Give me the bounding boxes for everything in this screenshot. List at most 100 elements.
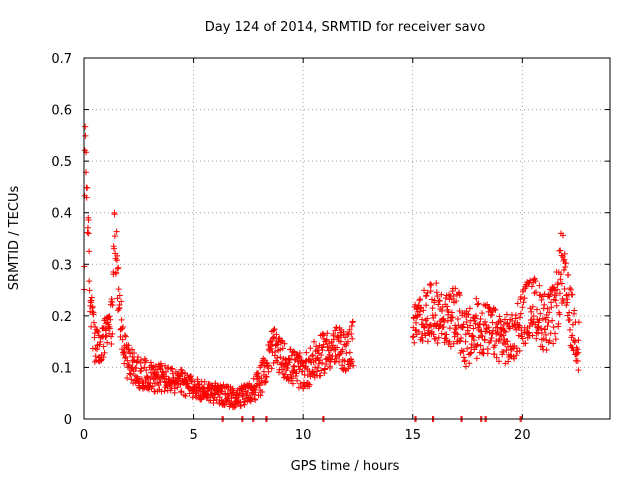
data-point — [88, 294, 95, 301]
data-point — [418, 334, 425, 341]
data-point — [90, 319, 97, 326]
data-point — [456, 338, 463, 345]
data-point — [284, 365, 291, 372]
data-point — [507, 352, 514, 359]
data-point — [473, 295, 480, 302]
data-point — [92, 353, 99, 360]
data-point — [314, 364, 321, 371]
data-point — [520, 299, 527, 306]
data-point — [126, 370, 133, 377]
data-point — [152, 363, 159, 370]
data-point — [271, 326, 278, 333]
data-point — [466, 360, 473, 367]
data-point — [451, 333, 458, 340]
data-point — [473, 355, 480, 362]
data-point — [288, 374, 295, 381]
data-point — [161, 362, 168, 369]
data-point — [82, 123, 89, 130]
data-point — [134, 353, 141, 360]
data-point — [519, 335, 526, 342]
data-point — [487, 337, 494, 344]
data-point — [189, 377, 196, 384]
axis-ticks: 0 5 10 15 20 0 0.1 0.2 0.3 0.4 0.5 0.6 0.7 — [51, 52, 610, 443]
data-point — [327, 364, 334, 371]
data-point — [516, 314, 523, 321]
data-point — [247, 398, 254, 405]
data-point — [460, 354, 467, 361]
data-point — [452, 285, 459, 292]
data-point — [536, 292, 543, 299]
data-point — [545, 319, 552, 326]
data-point — [461, 357, 468, 364]
data-point — [570, 347, 577, 354]
data-point — [499, 351, 506, 358]
data-point — [552, 297, 559, 304]
data-point — [456, 292, 463, 299]
data-point — [557, 276, 564, 283]
data-point — [491, 351, 498, 358]
data-point — [450, 293, 457, 300]
data-point — [575, 319, 582, 326]
data-point — [574, 346, 581, 353]
data-point — [449, 288, 456, 295]
data-point — [550, 324, 557, 331]
data-point — [492, 306, 499, 313]
data-point — [460, 321, 467, 328]
data-point — [558, 252, 565, 259]
data-point — [476, 321, 483, 328]
data-point — [409, 334, 416, 341]
data-point — [216, 394, 223, 401]
data-point — [89, 303, 96, 310]
data-point — [468, 344, 475, 351]
data-point — [490, 327, 497, 334]
data-point — [124, 375, 131, 382]
data-point — [92, 323, 99, 330]
data-point — [493, 354, 500, 361]
data-point — [289, 380, 296, 387]
data-point — [272, 348, 279, 355]
data-point — [211, 390, 218, 397]
data-point — [270, 327, 277, 334]
data-point — [536, 282, 543, 289]
data-point — [562, 260, 569, 267]
data-point — [519, 304, 526, 311]
data-point — [283, 360, 290, 367]
data-point — [309, 352, 316, 359]
data-point — [89, 308, 96, 315]
data-point — [100, 343, 107, 350]
data-point — [119, 336, 126, 343]
data-point — [84, 224, 91, 231]
data-point — [295, 352, 302, 359]
data-point — [291, 356, 298, 363]
data-point — [178, 389, 185, 396]
data-point — [85, 216, 92, 223]
data-point — [536, 317, 543, 324]
data-point — [323, 336, 330, 343]
data-point — [467, 350, 474, 357]
data-point — [274, 359, 281, 366]
data-point — [560, 297, 567, 304]
data-point — [295, 384, 302, 391]
data-point — [349, 335, 356, 342]
data-point — [564, 299, 571, 306]
data-point — [98, 357, 105, 364]
data-point — [502, 328, 509, 335]
data-point — [104, 339, 111, 346]
data-point — [469, 333, 476, 340]
data-point — [324, 343, 331, 350]
data-point — [288, 375, 295, 382]
data-point — [412, 327, 419, 334]
data-point — [259, 388, 266, 395]
data-point — [349, 358, 356, 365]
data-point — [129, 346, 136, 353]
data-point — [268, 365, 275, 372]
data-point — [193, 389, 200, 396]
data-point — [467, 322, 474, 329]
data-point — [532, 278, 539, 285]
data-point — [318, 352, 325, 359]
data-point — [305, 380, 312, 387]
data-point — [482, 318, 489, 325]
data-point — [294, 377, 301, 384]
data-point — [290, 369, 297, 376]
data-point — [479, 333, 486, 340]
